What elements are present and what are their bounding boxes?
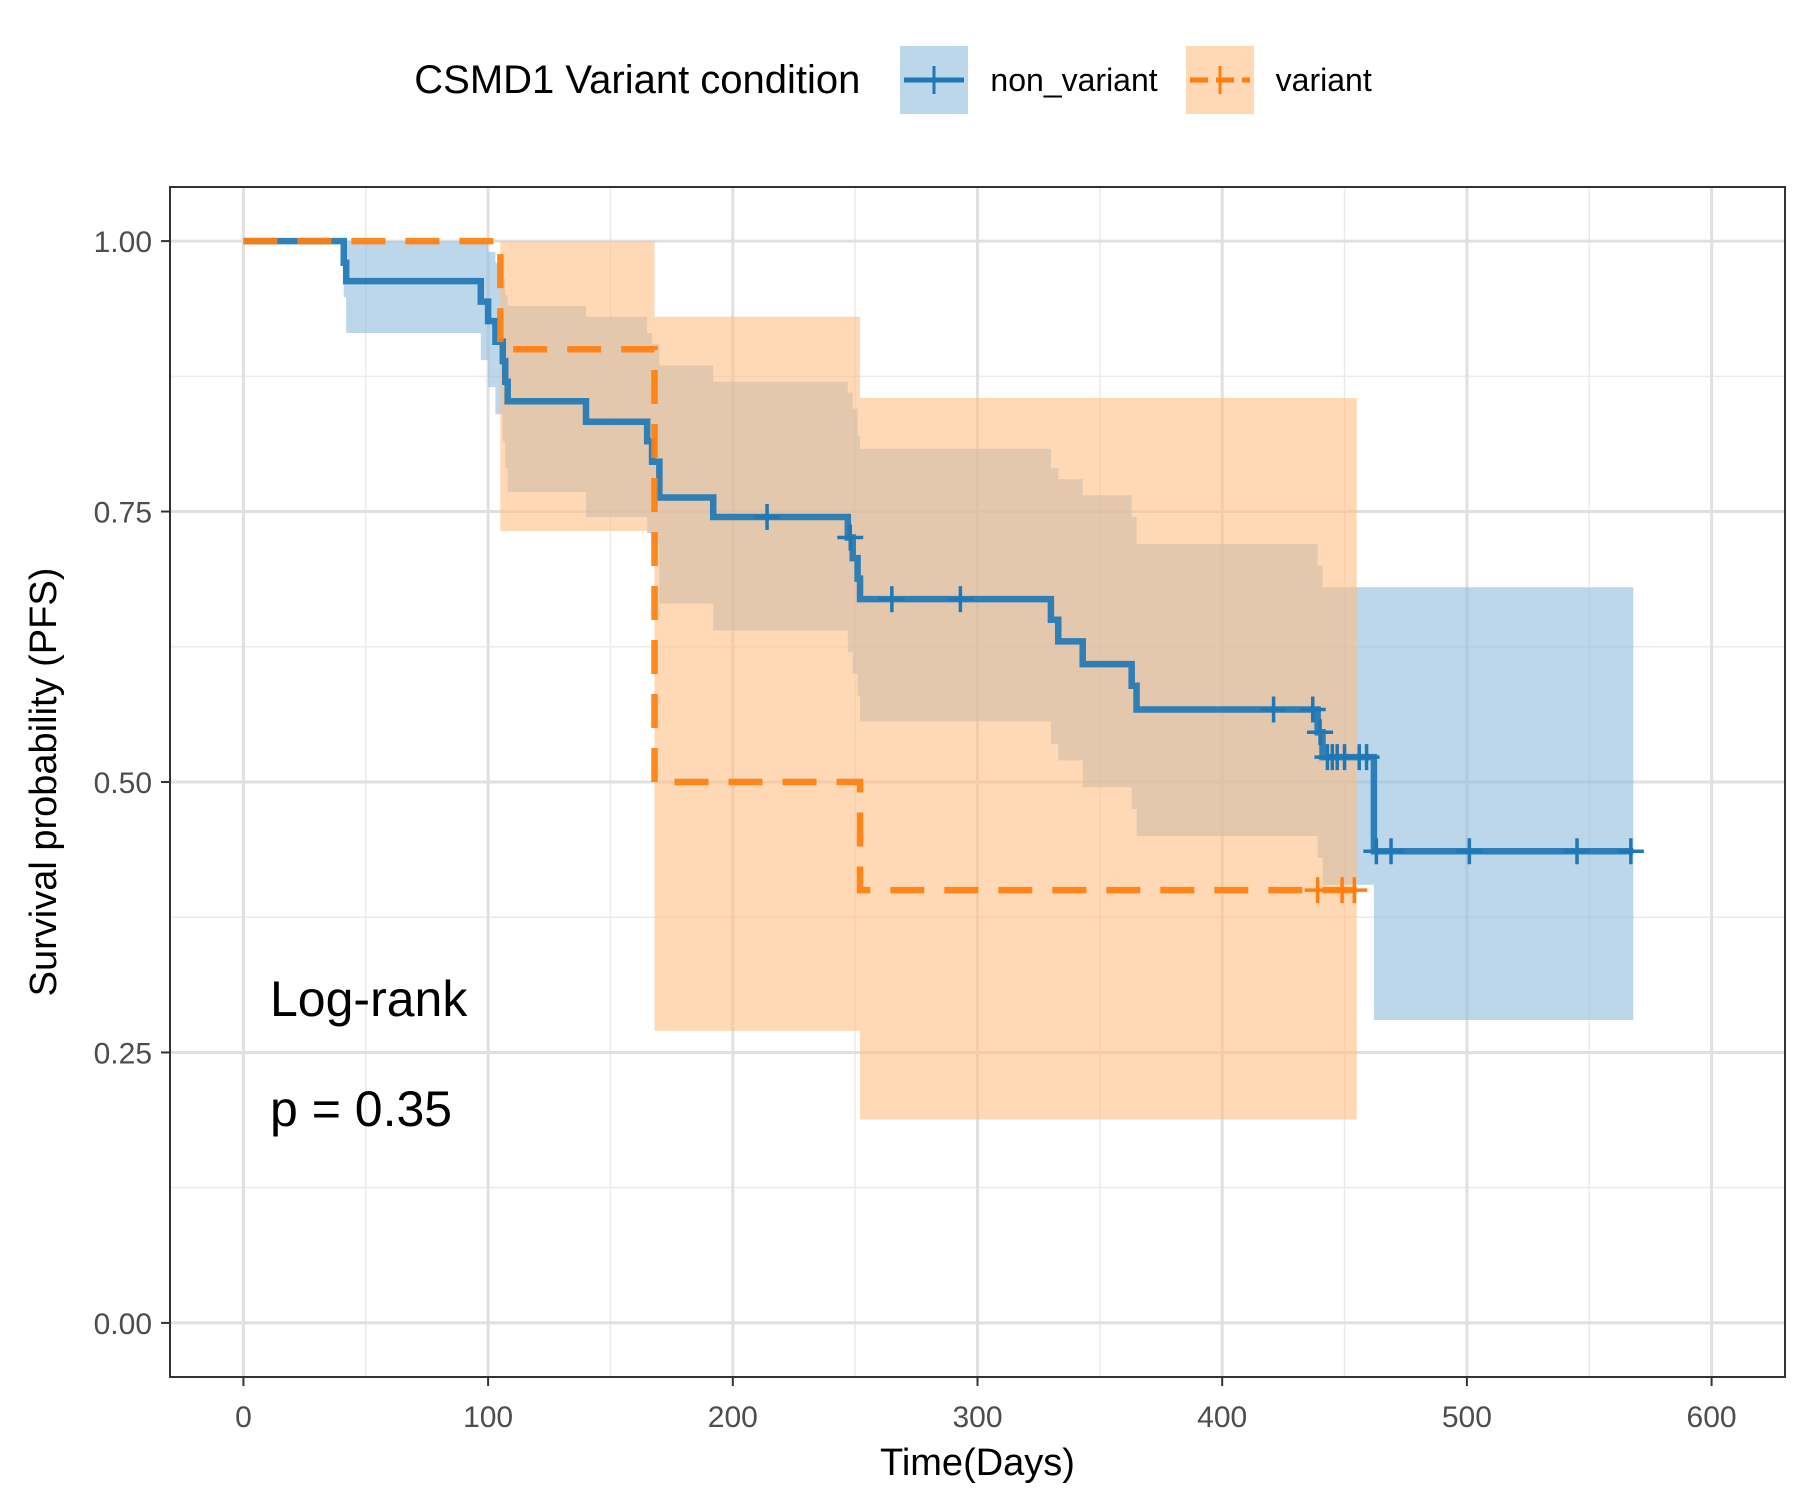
x-tick-label: 100 <box>463 1401 513 1434</box>
legend-title: CSMD1 Variant condition <box>414 57 861 102</box>
survival-curve-non-variant <box>243 237 1634 855</box>
confidence-band-variant <box>243 241 1357 1120</box>
survival-curve-variant <box>243 237 1357 894</box>
x-tick-label: 500 <box>1442 1401 1492 1434</box>
log-rank-label: Log-rank <box>270 971 468 1027</box>
x-axis-label: Time(Days) <box>880 1442 1075 1484</box>
x-tick-label: 400 <box>1197 1401 1247 1434</box>
y-tick-label: 1.00 <box>94 226 152 259</box>
x-tick-label: 300 <box>952 1401 1002 1434</box>
legend-key-non-variant <box>900 46 969 114</box>
survival-curves <box>243 237 1634 894</box>
confidence-bands <box>243 241 1634 1120</box>
censor-marks <box>754 503 1644 904</box>
y-axis-label: Survival probability (PFS) <box>23 568 65 997</box>
legend: CSMD1 Variant condition non_variant vari… <box>0 40 1800 120</box>
p-value-label: p = 0.35 <box>270 1081 453 1137</box>
legend-label-variant: variant <box>1275 61 1372 98</box>
axes: 0 100 200 300 400 500 600 0.00 0.25 0.50 0.75 1.00 <box>94 226 1737 1434</box>
x-tick-label: 200 <box>708 1401 758 1434</box>
y-tick-label: 0.00 <box>94 1308 152 1341</box>
legend-item-variant: variant <box>1185 46 1372 114</box>
x-tick-label: 600 <box>1687 1401 1737 1434</box>
y-tick-label: 0.50 <box>94 767 152 800</box>
x-tick-label: 0 <box>235 1401 252 1434</box>
y-tick-label: 0.25 <box>94 1037 152 1070</box>
legend-key-variant <box>1185 46 1254 114</box>
legend-item-non-variant: non_variant <box>900 46 1158 114</box>
legend-label-non-variant: non_variant <box>990 61 1158 98</box>
y-tick-label: 0.75 <box>94 497 152 530</box>
